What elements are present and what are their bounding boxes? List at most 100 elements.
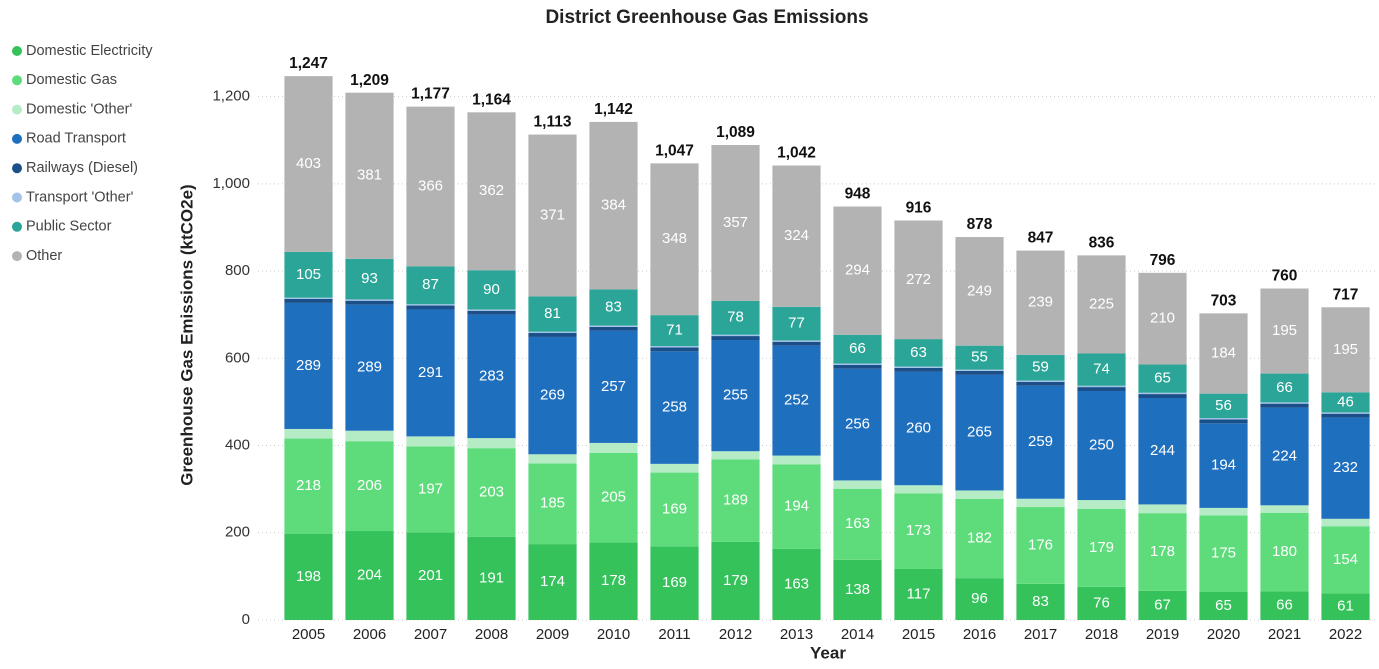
total-label: 847: [1028, 230, 1054, 247]
segment-label: 59: [1032, 359, 1049, 376]
bar-segment: [1138, 364, 1187, 393]
bar-segment: [711, 300, 760, 335]
segment-label: 83: [605, 298, 622, 315]
total-label: 1,047: [655, 142, 694, 159]
bar-segment: [589, 542, 638, 620]
segment-label: 195: [1333, 341, 1358, 358]
bar-segment: [833, 206, 882, 335]
bar-segment: [1260, 407, 1309, 506]
legend-marker: [12, 133, 22, 144]
bar-segment: [1138, 513, 1187, 591]
bar-segment: [711, 459, 760, 542]
x-tick-label: 2014: [841, 626, 874, 643]
segment-label: 252: [784, 392, 809, 409]
bar-segment: [711, 334, 760, 337]
bar-segment: [1016, 381, 1065, 386]
segment-label: 269: [540, 387, 565, 404]
bar-segment: [1016, 380, 1065, 382]
bar-segment: [1077, 255, 1126, 354]
bar-segment: [833, 480, 882, 489]
bar-segment: [467, 310, 516, 315]
total-label: 1,209: [350, 72, 389, 89]
bar-segment: [1260, 288, 1309, 374]
segment-label: 66: [849, 340, 866, 357]
segment-label: 138: [845, 581, 870, 598]
segment-label: 90: [483, 281, 500, 298]
legend-marker: [12, 251, 22, 262]
bar-segment: [1016, 385, 1065, 499]
x-tick-label: 2006: [353, 626, 386, 643]
bar-segment: [1260, 512, 1309, 592]
x-tick-label: 2010: [597, 626, 630, 643]
segment-label: 66: [1276, 597, 1293, 614]
bar-segment: [406, 532, 455, 620]
bar-segment: [711, 451, 760, 460]
segment-label: 255: [723, 387, 748, 404]
segment-label: 174: [540, 573, 565, 590]
bar-segment: [1321, 413, 1370, 418]
segment-label: 180: [1272, 543, 1297, 560]
segment-label: 260: [906, 419, 931, 436]
bar-segment: [467, 309, 516, 311]
segment-label: 63: [910, 344, 927, 361]
legend-label: Other: [26, 248, 62, 264]
bar-segment: [1138, 272, 1187, 365]
bar-segment: [711, 336, 760, 340]
legend-marker: [12, 221, 22, 232]
bar-segment: [345, 92, 394, 259]
segment-label: 194: [784, 498, 809, 515]
legend-label: Railways (Diesel): [26, 160, 138, 176]
bar-segment: [1199, 423, 1248, 508]
segment-label: 78: [727, 309, 744, 326]
bar-segment: [1077, 586, 1126, 620]
legend-label: Domestic Electricity: [26, 43, 153, 59]
bar-segment: [1260, 591, 1309, 620]
segment-label: 55: [971, 349, 988, 366]
x-tick-label: 2013: [780, 626, 813, 643]
legend-marker: [12, 104, 22, 115]
bar-segment: [1199, 419, 1248, 424]
bar-segment: [833, 488, 882, 560]
bar-segment: [1321, 392, 1370, 413]
segment-label: 257: [601, 378, 626, 395]
segment-label: 56: [1215, 397, 1232, 414]
segment-label: 65: [1154, 370, 1171, 387]
bar-segment: [528, 333, 577, 337]
bar-segment: [833, 559, 882, 620]
bar-segment: [284, 76, 333, 252]
bar-segment: [589, 330, 638, 443]
bar-segment: [589, 289, 638, 326]
x-tick-label: 2009: [536, 626, 569, 643]
bar-segment: [894, 366, 943, 368]
segment-label: 206: [357, 477, 382, 494]
segment-label: 324: [784, 227, 809, 244]
segment-label: 197: [418, 480, 443, 497]
bar-segment: [772, 341, 821, 346]
bar-segment: [894, 371, 943, 486]
bar-segment: [406, 305, 455, 310]
bar-segment: [528, 296, 577, 332]
total-label: 703: [1211, 292, 1237, 309]
bar-segment: [467, 438, 516, 449]
bar-segment: [833, 368, 882, 481]
legend-label: Domestic 'Other': [26, 101, 132, 117]
bar-segment: [955, 490, 1004, 499]
segment-label: 184: [1211, 344, 1236, 361]
total-label: 836: [1089, 234, 1115, 251]
bar-segment: [345, 300, 394, 305]
x-tick-label: 2016: [963, 626, 996, 643]
bar-segment: [650, 163, 699, 316]
x-tick-label: 2020: [1207, 626, 1240, 643]
segment-label: 210: [1150, 310, 1175, 327]
x-tick-label: 2005: [292, 626, 325, 643]
bar-segment: [1016, 583, 1065, 620]
x-tick-label: 2015: [902, 626, 935, 643]
total-label: 760: [1272, 268, 1298, 285]
segment-label: 348: [662, 230, 687, 247]
bar-segment: [284, 533, 333, 620]
bar-segment: [955, 578, 1004, 620]
segment-label: 224: [1272, 447, 1297, 464]
bar-segment: [1016, 354, 1065, 381]
bar-segment: [589, 442, 638, 453]
